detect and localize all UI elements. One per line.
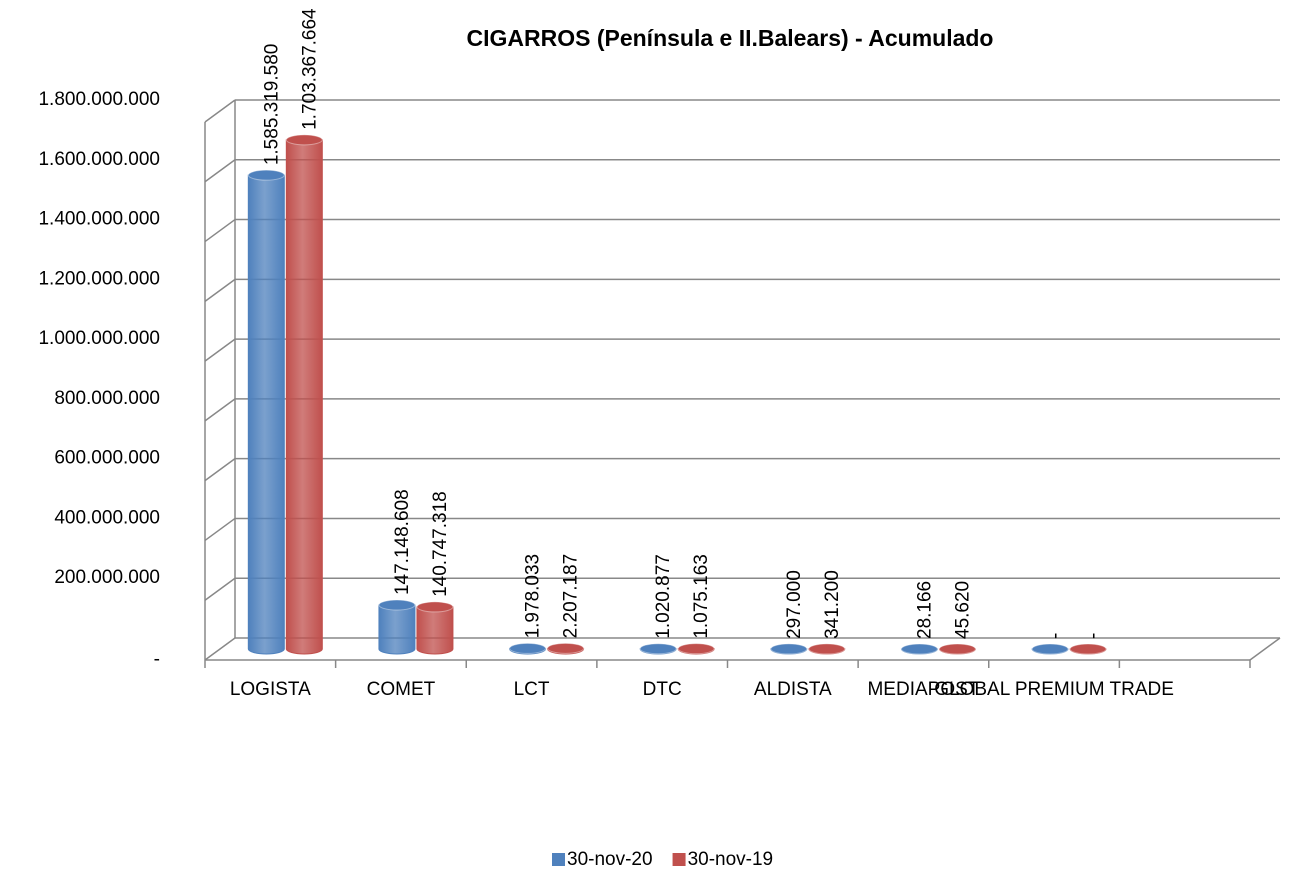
grid-line [204, 159, 236, 183]
y-tick-label: 1.000.000.000 [38, 328, 160, 349]
grid-line [204, 338, 236, 362]
y-tick-label: 200.000.000 [54, 567, 160, 588]
bar-body [247, 174, 285, 655]
bar-top [639, 643, 677, 655]
grid-line [204, 517, 236, 542]
x-tick-label: COMET [367, 679, 436, 700]
grid-line [204, 458, 236, 482]
bar-body [416, 606, 454, 655]
bar-top [1031, 643, 1069, 655]
axis-line [1249, 637, 1281, 661]
y-tick-label: 1.200.000.000 [38, 268, 160, 289]
x-tick-label: ALDISTA [754, 679, 832, 700]
grid-line [204, 577, 236, 601]
bar-top [416, 601, 454, 613]
y-tick-label: - [154, 649, 160, 670]
y-tick-label: 1.400.000.000 [38, 209, 160, 230]
value-label: 1.075.163 [691, 554, 712, 639]
bar [677, 643, 715, 655]
value-label: 140.747.318 [430, 491, 451, 597]
legend: 30-nov-20 30-nov-19 [552, 849, 773, 869]
y-tick-label: 1.800.000.000 [38, 89, 160, 110]
legend-label: 30-nov-19 [688, 849, 774, 869]
x-tick-label: LOGISTA [230, 679, 311, 700]
x-tick-label: GLOBAL PREMIUM TRADE [934, 679, 1174, 700]
bar [808, 643, 846, 655]
value-label: 1.703.367.664 [299, 8, 320, 130]
legend-swatch [552, 853, 565, 866]
bar [547, 642, 585, 655]
y-tick-label: 1.600.000.000 [38, 149, 160, 170]
bar [938, 643, 976, 655]
bar [770, 643, 808, 655]
value-label: 1.978.033 [523, 554, 544, 639]
grid-line [204, 398, 236, 422]
bar-top [808, 643, 846, 655]
bar-body [378, 604, 416, 655]
grid-line [204, 278, 236, 302]
y-tick-label: 600.000.000 [54, 448, 160, 469]
bar-body [285, 139, 323, 655]
value-label: 28.166 [914, 581, 935, 639]
value-label: 1.585.319.580 [261, 44, 282, 166]
value-label: 297.000 [784, 570, 805, 639]
value-label: - [1083, 633, 1104, 639]
bar [639, 643, 677, 655]
bar-top [770, 643, 808, 655]
grid-line [204, 99, 236, 123]
bar-top [547, 642, 585, 654]
chart-title: CIGARROS (Península e II.Balears) - Acum… [467, 25, 994, 51]
bar [1069, 643, 1107, 655]
y-tick-label: 800.000.000 [54, 388, 160, 409]
value-label: - [1045, 633, 1066, 639]
bar [509, 642, 547, 655]
bar-top [938, 643, 976, 655]
value-label: 1.020.877 [653, 554, 674, 639]
y-tick-label: 400.000.000 [54, 507, 160, 528]
bar-top [247, 169, 285, 181]
grid-line [204, 218, 236, 243]
bar-top [509, 642, 547, 654]
legend-label: 30-nov-20 [567, 849, 653, 869]
bar-top [677, 643, 715, 655]
bar [900, 643, 938, 655]
value-label: 2.207.187 [561, 554, 582, 639]
x-tick-label: LCT [514, 679, 550, 700]
bar-top [378, 599, 416, 611]
bar-top [1069, 643, 1107, 655]
bar [1031, 643, 1069, 655]
bar-top [285, 134, 323, 146]
bar [416, 601, 454, 655]
value-label: 45.620 [952, 581, 973, 639]
grid-line [204, 637, 236, 661]
bar [247, 169, 285, 655]
value-label: 341.200 [822, 570, 843, 639]
bar-top [900, 643, 938, 655]
bar [378, 599, 416, 655]
legend-swatch [672, 853, 686, 866]
x-tick-label: MEDIAPOST [867, 679, 979, 700]
x-tick-label: DTC [643, 679, 682, 700]
bar [285, 134, 323, 655]
value-label: 147.148.608 [392, 489, 413, 595]
